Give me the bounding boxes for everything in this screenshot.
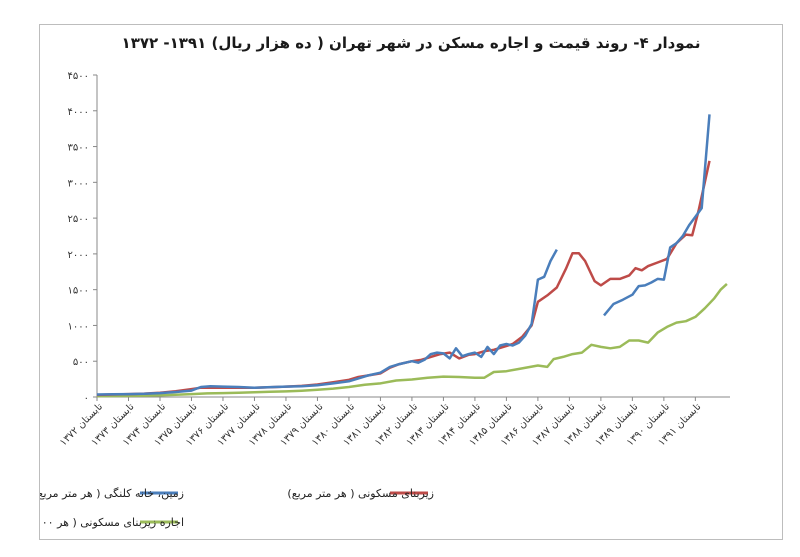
series-line-land-segment-2 <box>603 114 711 317</box>
y-tick-label: ۳۰۰۰ <box>68 178 89 189</box>
series-line-rent <box>96 282 728 398</box>
line-chart: نمودار ۴- روند قیمت و اجاره مسکن در شهر … <box>40 34 730 529</box>
bottom-strip <box>0 540 800 557</box>
series-lines <box>96 114 728 398</box>
y-tick-label: ۱۰۰۰ <box>68 321 89 332</box>
legend-label: زمین، خانه کلنگی ( هر متر مربع) <box>40 487 184 500</box>
chart-frame: نمودار ۴- روند قیمت و اجاره مسکن در شهر … <box>39 24 783 540</box>
y-tick-label: ۲۵۰۰ <box>68 214 89 225</box>
y-tick-label: ۲۰۰۰ <box>68 250 89 261</box>
y-tick-label: ۱۵۰۰ <box>68 286 89 297</box>
legend-label: زیربنای مسکونی ( هر متر مربع) <box>287 487 434 500</box>
y-tick-label: ۳۵۰۰ <box>68 143 89 154</box>
y-tick-label: ۵۰۰ <box>73 357 89 368</box>
series-line-land <box>96 248 558 396</box>
y-axis: ۰ ۵۰۰ ۱۰۰۰ ۱۵۰۰ ۲۰۰۰ ۲۵۰۰ ۳۰۰۰ ۳۵۰۰ ۴۰۰۰ ۴۵۰۰ <box>68 71 98 404</box>
y-tick-label: ۰ <box>84 393 89 404</box>
chart-title: نمودار ۴- روند قیمت و اجاره مسکن در شهر … <box>122 34 701 52</box>
y-tick-label: ۴۰۰۰ <box>68 107 89 118</box>
legend-label: اجاره زیربنای مسکونی ( هر ۱۰۰ متر مربع) <box>40 516 184 529</box>
y-tick-label: ۴۵۰۰ <box>68 71 89 82</box>
legend: زمین، خانه کلنگی ( هر متر مربع) زیربنای م… <box>40 487 434 529</box>
series-line-residential-floor <box>96 160 711 397</box>
